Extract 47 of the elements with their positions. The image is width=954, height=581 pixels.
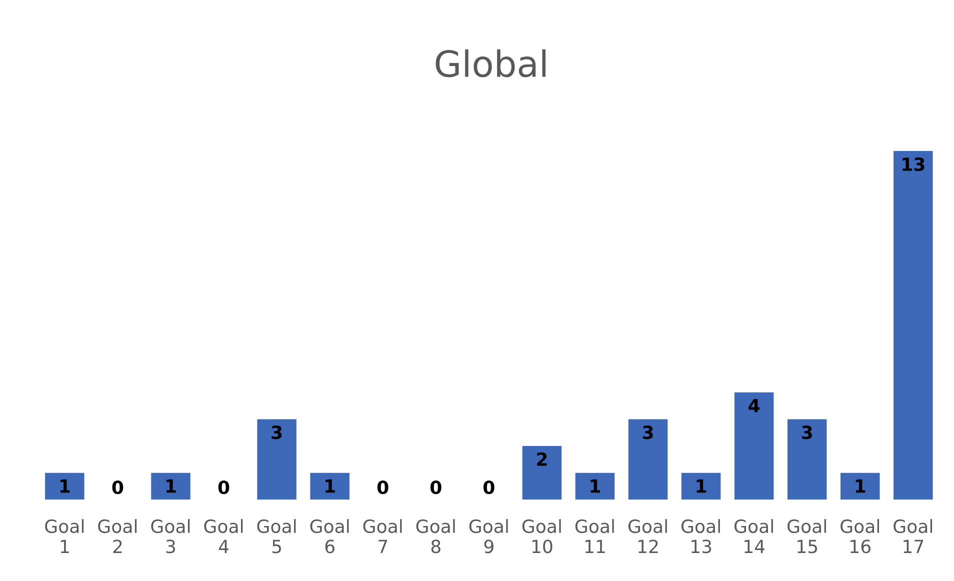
data-label: 0 [112,480,124,494]
x-tick-label: Goal 15 [788,519,826,554]
data-label: 1 [590,479,600,493]
data-label: 1 [326,479,335,493]
data-label: 0 [377,480,388,494]
x-tick-label: Goal 6 [310,519,349,554]
data-label: 0 [430,480,442,494]
x-tick-label: Goal 17 [894,519,932,554]
x-tick-label: Goal 13 [682,519,720,554]
x-tick-label: Goal 16 [840,519,880,554]
bar [787,419,827,500]
data-label: 3 [802,426,812,440]
x-tick-label: Goal 14 [734,519,773,554]
bar [681,472,721,500]
x-tick-label: Goal 5 [257,519,296,554]
bar [522,446,562,500]
bar [257,419,296,500]
x-tick-label: Goal 1 [45,519,84,554]
x-tick-label: Goal 8 [416,519,455,554]
x-tick-label: Goal 3 [151,519,190,554]
data-label: 2 [537,452,547,466]
data-label: 0 [218,480,230,494]
data-label: 1 [856,479,866,493]
bar [45,472,84,500]
data-label: 0 [484,480,494,494]
bar [575,472,615,500]
bar [628,419,668,500]
bar [894,151,933,500]
bar [840,472,880,500]
x-tick-label: Goal 11 [575,519,614,554]
data-label: 4 [748,398,760,412]
x-tick-label: Goal 7 [363,519,402,554]
data-label: 1 [166,479,176,493]
chart-title: Global [436,49,546,78]
x-tick-label: Goal 4 [204,519,243,554]
bar [151,472,190,500]
data-label: 1 [696,479,706,493]
data-label: 1 [60,479,70,493]
data-label: 3 [272,426,282,440]
x-tick-label: Goal 12 [628,519,667,554]
data-label: 3 [642,426,653,440]
x-tick-label: Goal 9 [469,519,508,554]
bar [734,392,774,500]
bar [310,472,350,500]
data-label: 13 [902,157,924,172]
x-tick-label: Goal 10 [522,519,561,554]
x-tick-label: Goal 2 [98,519,137,554]
